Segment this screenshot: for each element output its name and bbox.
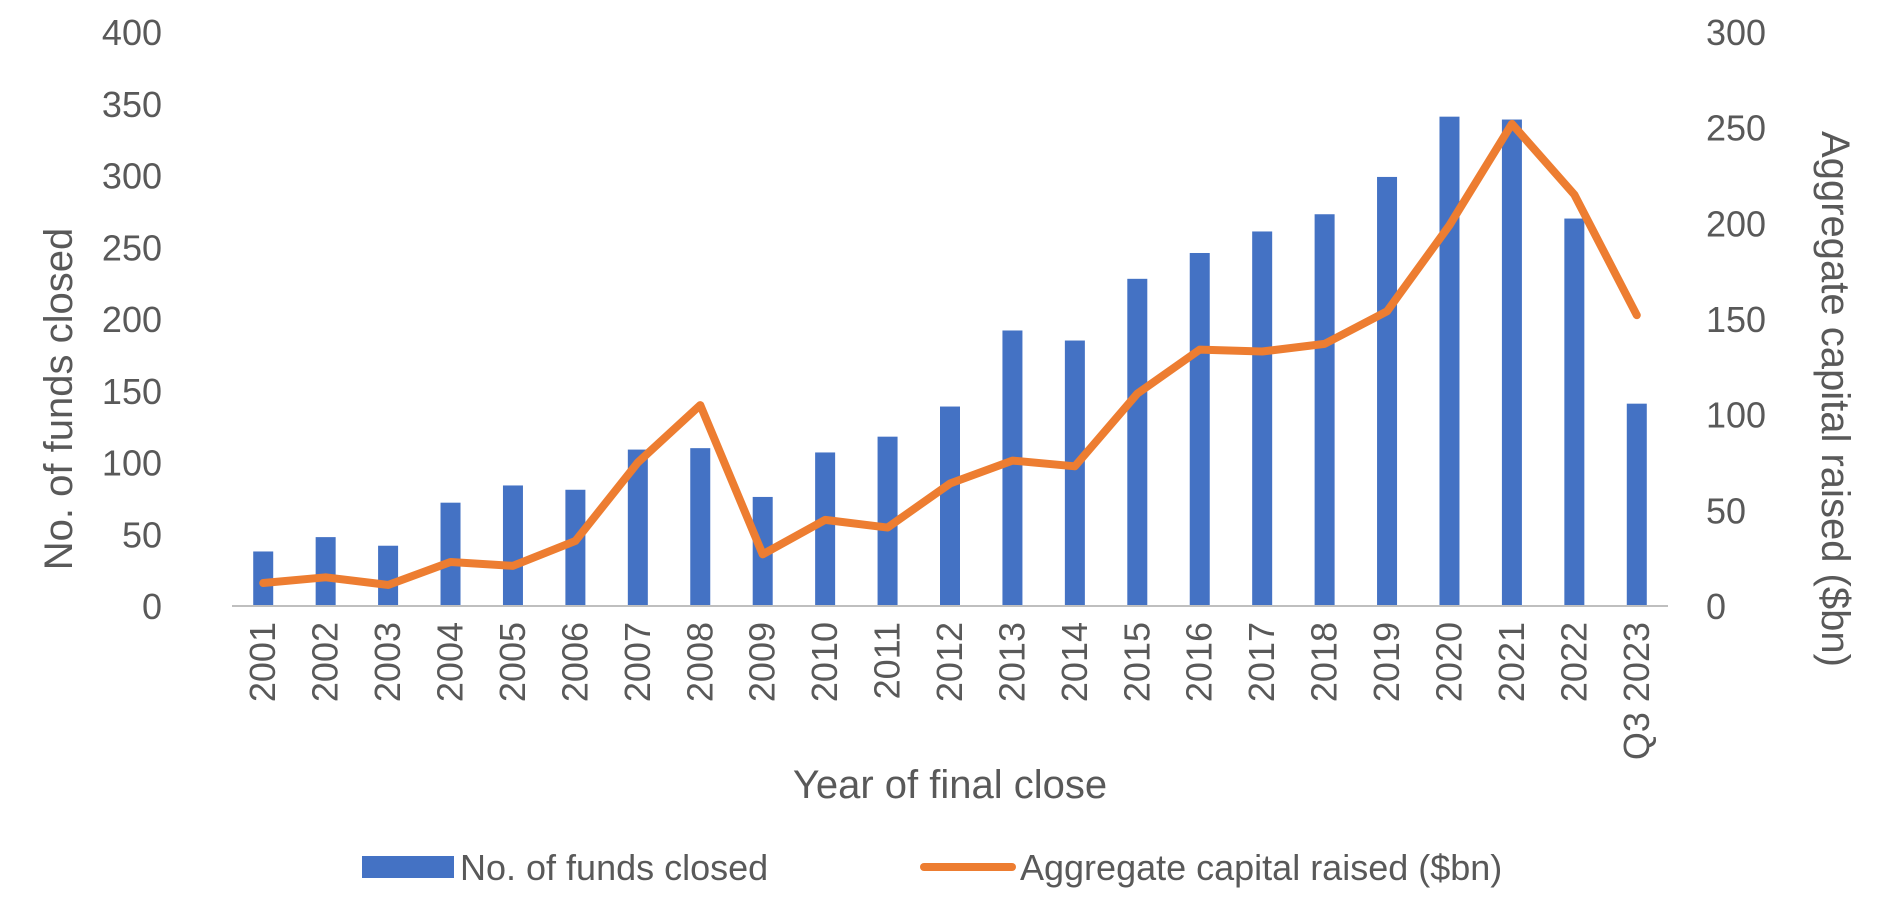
x-tick-label: 2015: [1116, 622, 1157, 702]
right-tick-label: 50: [1706, 490, 1746, 531]
x-tick-label: 2007: [617, 622, 658, 702]
bar-2010: [815, 452, 836, 606]
x-tick-label: 2018: [1304, 622, 1345, 702]
left-tick-label: 200: [102, 299, 162, 340]
right-axis-title: Aggregate capital raised ($bn): [1813, 131, 1857, 667]
x-axis-ticks: 2001 2002 2003 2004 2005 2006 2007 2008 2009 2010…: [242, 622, 1657, 760]
bar-2013: [1002, 330, 1023, 606]
x-tick-label: 2009: [742, 622, 783, 702]
right-tick-label: 100: [1706, 395, 1766, 436]
x-tick-label: 2005: [492, 622, 533, 702]
x-tick-label: 2021: [1491, 622, 1532, 702]
x-tick-label: 2022: [1553, 622, 1594, 702]
capital-raised-line: [259, 119, 1641, 589]
bar-2002: [315, 537, 336, 606]
legend: No. of funds closed Aggregate capital ra…: [362, 847, 1502, 888]
right-tick-label: 200: [1706, 203, 1766, 244]
x-tick-label: 2012: [929, 622, 970, 702]
right-tick-label: 0: [1706, 586, 1726, 627]
legend-bar-label: No. of funds closed: [460, 847, 768, 888]
bar-2022: [1564, 218, 1585, 607]
x-tick-label: 2010: [804, 622, 845, 702]
x-tick-label: 2014: [1054, 622, 1095, 702]
left-axis-title: No. of funds closed: [37, 228, 81, 570]
bar-2008: [690, 448, 711, 606]
bars-layer: [253, 116, 1647, 607]
left-tick-label: 250: [102, 227, 162, 268]
x-tick-label: 2019: [1366, 622, 1407, 702]
bar-2018: [1314, 214, 1335, 606]
x-tick-label: 2013: [991, 622, 1032, 702]
x-tick-label: 2016: [1179, 622, 1220, 702]
x-tick-label: 2004: [430, 622, 471, 702]
legend-bar-swatch: [362, 856, 454, 878]
bar-2006: [565, 489, 586, 606]
right-tick-label: 300: [1706, 12, 1766, 53]
bar-2021: [1501, 119, 1522, 606]
bar-2015: [1127, 278, 1148, 606]
bar-2003: [378, 545, 399, 606]
left-tick-label: 150: [102, 371, 162, 412]
right-tick-label: 250: [1706, 108, 1766, 149]
right-axis-ticks: 0 50 100 150 200 250 300: [1706, 12, 1766, 627]
x-tick-label: 2011: [867, 622, 908, 699]
x-tick-label: 2006: [554, 622, 595, 702]
x-axis-title: Year of final close: [793, 763, 1107, 807]
legend-line-label: Aggregate capital raised ($bn): [1020, 847, 1502, 888]
x-tick-label: 2017: [1241, 622, 1282, 702]
right-tick-label: 150: [1706, 299, 1766, 340]
bar-2020: [1439, 116, 1460, 606]
bar-2005: [502, 485, 523, 606]
bar-2014: [1064, 340, 1085, 606]
left-tick-label: 400: [102, 12, 162, 53]
bar-2004: [440, 502, 461, 606]
left-tick-label: 100: [102, 443, 162, 484]
left-tick-label: 0: [142, 586, 162, 627]
x-tick-label: 2003: [367, 622, 408, 702]
left-tick-label: 350: [102, 84, 162, 125]
bar-2001: [253, 551, 274, 606]
bar-q3-2023: [1626, 403, 1647, 606]
bar-2016: [1189, 252, 1210, 607]
x-tick-label: Q3 2023: [1616, 622, 1657, 760]
x-tick-label: 2020: [1428, 622, 1469, 702]
x-tick-label: 2008: [679, 622, 720, 702]
left-axis-ticks: 0 50 100 150 200 250 300 350 400: [102, 12, 162, 627]
bar-2012: [940, 406, 960, 606]
bar-2007: [627, 449, 648, 606]
bar-2017: [1252, 231, 1273, 606]
line-layer: [259, 119, 1641, 589]
x-tick-label: 2001: [242, 622, 283, 702]
left-tick-label: 50: [122, 514, 162, 555]
bar-2011: [877, 436, 898, 606]
x-tick-label: 2002: [305, 622, 346, 702]
bar-2019: [1377, 176, 1398, 606]
left-tick-label: 300: [102, 156, 162, 197]
